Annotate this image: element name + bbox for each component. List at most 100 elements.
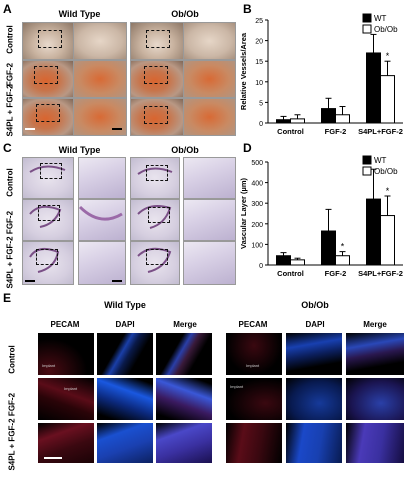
- panel-c-header-wild-type: Wild Type: [58, 145, 101, 155]
- chart-b-bar: [380, 75, 395, 124]
- panel-a-zoom-ob-s4pl: [183, 98, 236, 136]
- panel-e-ob-control-merge: [346, 333, 404, 375]
- panel-c-zoom-box: [148, 207, 170, 223]
- chart-d-legend-swatch: [362, 155, 372, 165]
- panel-a-photo-wt-control: [22, 22, 74, 60]
- chart-b-bar: [321, 108, 336, 124]
- panel-a-zoom-box: [144, 66, 168, 84]
- panel-a-header-wild-type: Wild Type: [58, 9, 101, 19]
- panel-e-wt-fgf2-pecam: Implant: [38, 378, 94, 420]
- panel-e-channel-merge-wt: Merge: [173, 320, 197, 329]
- panel-e-ob-control-pecam: Implant: [226, 333, 282, 375]
- panel-e-wt-s4pl-dapi: [97, 423, 153, 463]
- chart-b-y-tick-label: 25: [255, 18, 263, 25]
- implant-label: Implant: [246, 363, 260, 368]
- panel-e-wt-control-pecam: Implant: [38, 333, 94, 375]
- panel-e-channel-merge-ob: Merge: [363, 320, 387, 329]
- panel-a-label: A: [3, 2, 12, 16]
- chart-b-svg: 0 5 10 15 20 25 Relative Vessels/Area Control FG…: [239, 13, 403, 136]
- panel-e-channel-pecam-ob: PECAM: [238, 320, 268, 329]
- chart-b-y-axis-label: Relative Vessels/Area: [239, 32, 248, 110]
- panel-a-header-obob: Ob/Ob: [171, 9, 199, 19]
- chart-d-x-tick-label: S4PL+FGF-2: [358, 269, 403, 278]
- panel-a-zoom-wt-fgf2: [73, 60, 127, 98]
- panel-a-scale-bar: [112, 128, 122, 130]
- panel-e-label: E: [3, 291, 12, 305]
- panel-e-header-wild-type: Wild Type: [104, 300, 146, 310]
- chart-b-bar: [290, 118, 305, 124]
- chart-b-x-tick-label: Control: [277, 127, 304, 136]
- panel-e-ob-fgf2-dapi: [286, 378, 342, 420]
- chart-d-significance-marker: *: [341, 242, 345, 252]
- panel-e-scale-bar: [44, 457, 62, 459]
- panel-e-wt-s4pl-pecam: [38, 423, 94, 463]
- chart-b-bar: [276, 119, 291, 124]
- chart-d-legend-label: Ob/Ob: [374, 167, 398, 176]
- chart-d-svg: 0 100 200 300 400 500 Vascular Layer (µm) Contr…: [239, 155, 403, 278]
- implant-label: Implant: [230, 384, 244, 389]
- panel-a-zoom-ob-fgf2: [183, 60, 236, 98]
- chart-b-y-tick-label: 10: [255, 80, 263, 87]
- chart-d-bar: [290, 259, 305, 266]
- panel-e-wt-fgf2-dapi: [97, 378, 153, 420]
- chart-b-x-tick-label: S4PL+FGF-2: [358, 127, 403, 136]
- panel-c-scale-bar: [112, 280, 122, 282]
- panel-a-zoom-box: [34, 66, 58, 84]
- implant-label: Implant: [64, 386, 78, 391]
- panel-a-zoom-wt-control: [73, 22, 127, 60]
- chart-b-x-tick-label: FGF-2: [325, 127, 347, 136]
- chart-b-y-tick-label: 15: [255, 59, 263, 66]
- panel-e-channel-dapi-ob: DAPI: [305, 320, 325, 329]
- panel-c-photo-wt-control: [22, 157, 74, 199]
- panel-e-channel-pecam-wt: PECAM: [50, 320, 80, 329]
- panel-c-zoom-wt-control: [78, 157, 126, 199]
- panel-c-zoom-ob-s4pl: [183, 241, 236, 285]
- panel-b-label: B: [243, 2, 252, 16]
- chart-d-y-axis-label: Vascular Layer (µm): [239, 177, 248, 249]
- panel-e-ob-fgf2-pecam: Implant: [226, 378, 282, 420]
- chart-d-bar: [366, 198, 381, 266]
- panel-c-header-obob: Ob/Ob: [171, 145, 199, 155]
- panel-a-row-control: Control: [5, 25, 15, 54]
- chart-d-bar: [321, 230, 336, 266]
- chart-b-significance-marker: *: [386, 51, 390, 61]
- chart-d-legend-swatch: [362, 166, 372, 176]
- panel-a-photo-ob-s4pl: [130, 98, 184, 136]
- panel-a-zoom-box: [144, 106, 168, 124]
- panel-c-zoom-ob-fgf2: [183, 199, 236, 241]
- panel-e-header-obob: Ob/Ob: [301, 300, 329, 310]
- panel-e-ob-s4pl-merge: [346, 423, 404, 463]
- panel-e-channel-dapi-wt: DAPI: [115, 320, 135, 329]
- chart-b-y-tick-label: 0: [259, 121, 263, 128]
- chart-d-bar: [276, 255, 291, 266]
- chart-d-y-tick-label: 500: [251, 160, 263, 167]
- implant-label: Implant: [42, 363, 56, 368]
- chart-b-legend-swatch: [362, 24, 372, 34]
- panel-c-label: C: [3, 141, 12, 155]
- chart-b-bar: [366, 52, 381, 124]
- chart-b-legend-label: WT: [374, 14, 387, 23]
- panel-e-wt-s4pl-merge: [156, 423, 212, 463]
- chart-b-y-tick-label: 5: [259, 100, 263, 107]
- chart-d-y-tick-label: 400: [251, 181, 263, 188]
- chart-d-bar: [335, 255, 350, 266]
- chart-b-y-tick-label: 20: [255, 39, 263, 46]
- panel-c-tissue-outlines: [29, 165, 173, 273]
- panel-a-zoom-box: [146, 30, 170, 48]
- panel-c-zoom-box: [146, 165, 168, 181]
- panel-e-row-control: Control: [7, 345, 17, 374]
- panel-c-photo-ob-control: [130, 157, 180, 199]
- panel-e-ob-s4pl-dapi: [286, 423, 342, 463]
- panel-c-scale-bar: [25, 280, 35, 282]
- chart-panel-d: 0 100 200 300 400 500 Vascular Layer (µm) Contr…: [238, 150, 408, 290]
- chart-d-significance-marker: *: [386, 186, 390, 196]
- panel-e-ob-control-dapi: [286, 333, 342, 375]
- chart-d-x-tick-label: FGF-2: [325, 269, 347, 278]
- panel-e-row-s4pl: S4PL + FGF-2: [7, 418, 17, 471]
- panel-a-zoom-wt-s4pl: [73, 98, 127, 136]
- panel-e-wt-fgf2-merge: [156, 378, 212, 420]
- panel-c-zoom-box: [146, 249, 168, 265]
- panel-c-zoom-box: [36, 249, 58, 265]
- panel-a-zoom-box: [38, 30, 62, 48]
- panel-c-zoom-box: [38, 205, 60, 221]
